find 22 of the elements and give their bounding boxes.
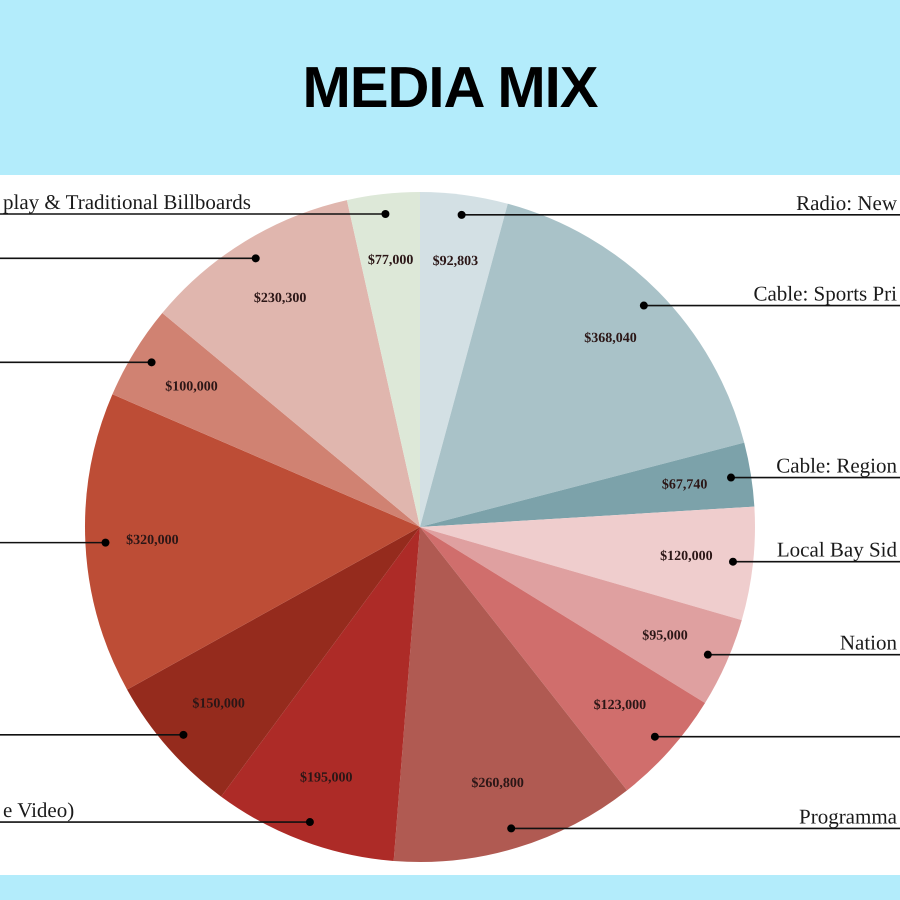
slice-label: e Video) [3,798,74,822]
slice-label: Radio: New [796,190,898,215]
slice-label: Cable: Region [776,454,898,478]
data-label: $77,000 [368,253,414,268]
slice-label: Local Bay Sid [776,538,898,562]
slice-label: Nation [840,630,898,655]
data-label: $92,803 [432,254,478,269]
slice-label: play & Traditional Billboards [3,190,251,214]
data-label: $150,000 [192,696,245,712]
data-label: $195,000 [300,770,353,786]
slice-label: Cable: Sports Pri [753,282,898,306]
data-label: $123,000 [594,698,646,714]
data-label: $368,040 [584,331,637,346]
slice-label: Programma [799,804,898,828]
data-label: $100,000 [165,379,218,394]
data-label: $260,800 [471,776,524,792]
data-label: $120,000 [660,549,713,564]
data-label: $230,300 [254,290,306,306]
data-label: $320,000 [126,532,179,548]
data-label: $95,000 [642,628,688,644]
data-label: $67,740 [662,478,708,493]
chart-title: MEDIA MIX [302,54,598,121]
